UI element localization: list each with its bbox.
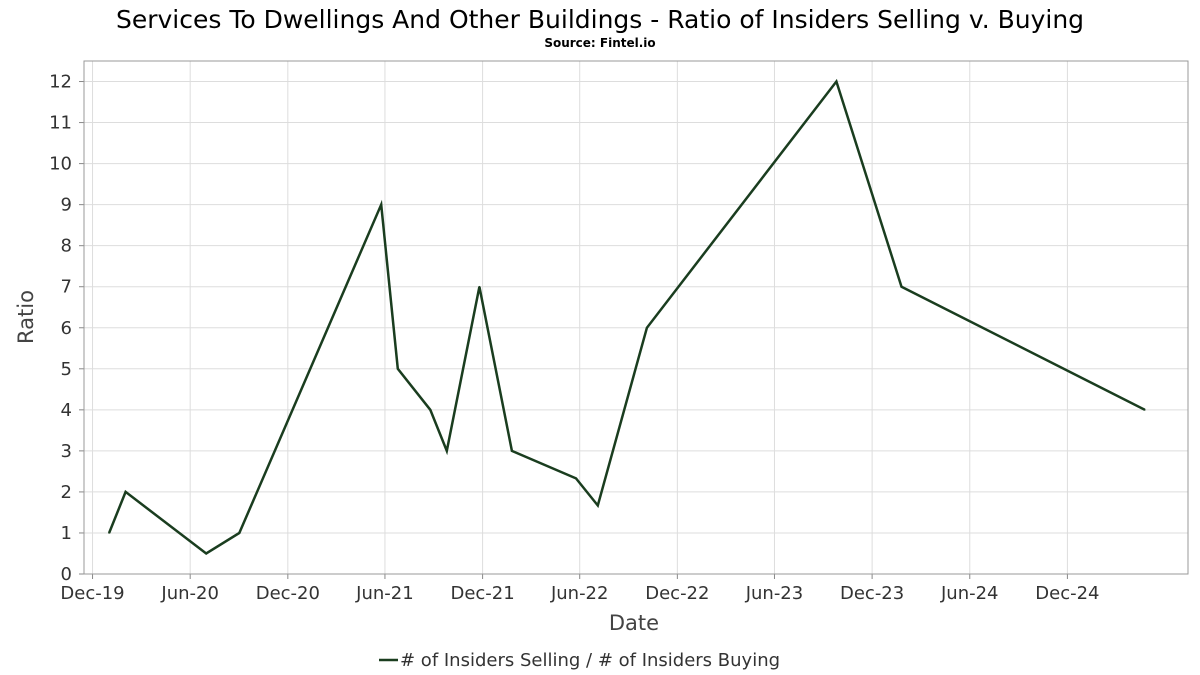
- x-axis-label: Date: [609, 611, 659, 635]
- data-point: [108, 532, 110, 534]
- data-point: [1143, 409, 1146, 411]
- x-tick-label: Jun-21: [355, 583, 414, 604]
- x-tick-label: Dec-22: [645, 583, 709, 604]
- y-tick-label: 10: [49, 154, 72, 175]
- y-tick-label: 3: [61, 441, 72, 462]
- data-point: [478, 285, 481, 288]
- x-tick-label: Dec-21: [450, 583, 514, 604]
- data-point: [205, 552, 207, 555]
- data-point: [429, 409, 432, 411]
- data-point: [124, 491, 127, 493]
- grid-lines: [84, 61, 1188, 575]
- x-tick-label: Jun-24: [940, 583, 999, 604]
- y-tick-label: 12: [49, 72, 72, 93]
- y-tick-label: 1: [61, 523, 72, 544]
- data-point: [446, 450, 448, 452]
- y-tick-label: 0: [61, 564, 72, 585]
- y-tick-label: 5: [61, 359, 72, 380]
- plot-area-frame: [83, 60, 1189, 575]
- x-tick-label: Dec-24: [1035, 583, 1099, 604]
- y-tick-label: 2: [61, 482, 72, 503]
- data-point: [835, 80, 838, 83]
- chart-subtitle: Source: Fintel.io: [544, 36, 655, 50]
- x-tick-label: Dec-19: [60, 583, 124, 604]
- series-layer: [107, 78, 1146, 556]
- y-tick-label: 6: [61, 318, 72, 339]
- data-point: [380, 203, 383, 206]
- data-point: [597, 504, 599, 507]
- chart-title: Services To Dwellings And Other Building…: [116, 5, 1084, 34]
- x-tick-label: Dec-23: [840, 583, 904, 604]
- data-point: [575, 477, 577, 480]
- series-line: [107, 78, 1146, 556]
- y-tick-label: 9: [61, 195, 72, 216]
- x-tick-label: Jun-23: [745, 583, 804, 604]
- x-tick-label: Jun-20: [160, 583, 219, 604]
- data-point: [646, 326, 648, 329]
- legend-entry-label: # of Insiders Selling / # of Insiders Bu…: [400, 650, 780, 671]
- x-tick-label: Dec-20: [256, 583, 320, 604]
- data-point: [900, 285, 903, 288]
- x-tick-label: Jun-22: [550, 583, 609, 604]
- y-tick-label: 7: [61, 277, 72, 298]
- data-point: [238, 532, 241, 534]
- y-axis-label: Ratio: [14, 290, 38, 344]
- y-tick-label: 11: [49, 113, 72, 134]
- data-point: [511, 450, 513, 452]
- y-tick-label: 4: [61, 400, 72, 421]
- x-axis-ticks: Dec-19 Jun-20 Dec-20 Jun-21 Dec-21 Jun-22 Dec-…: [60, 574, 1100, 604]
- y-tick-label: 8: [61, 236, 72, 257]
- legend: # of Insiders Selling / # of Insiders Bu…: [379, 650, 780, 671]
- data-point: [396, 368, 399, 370]
